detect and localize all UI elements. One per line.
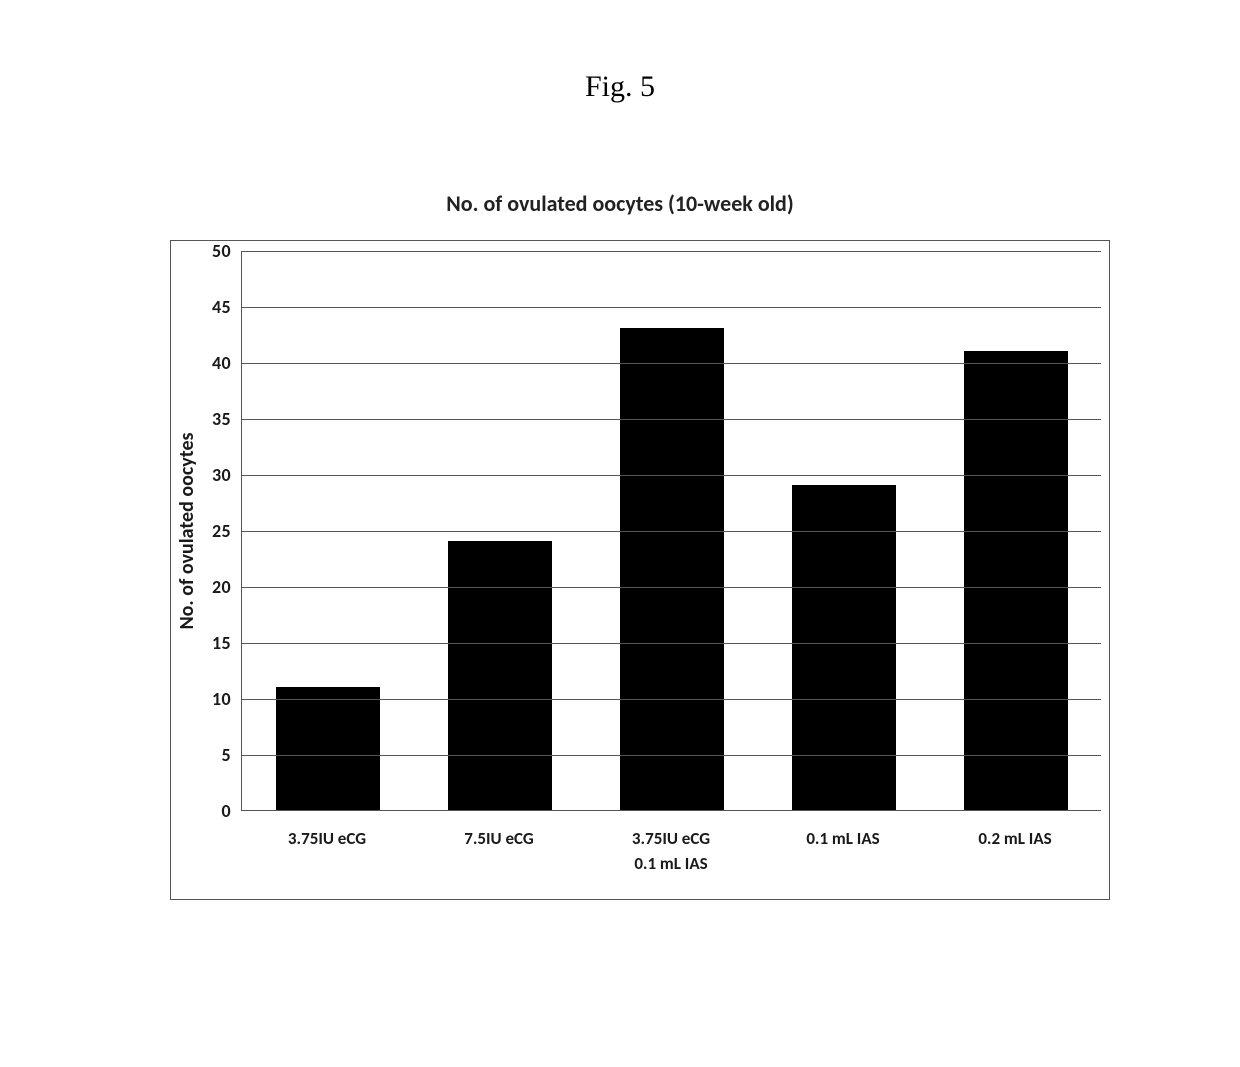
bar: [792, 485, 895, 810]
gridline: [242, 699, 1101, 700]
gridline: [242, 475, 1101, 476]
gridline: [242, 531, 1101, 532]
y-tick-label: 35: [212, 408, 231, 430]
gridline: [242, 587, 1101, 588]
y-tick-label: 40: [212, 352, 231, 374]
gridline: [242, 307, 1101, 308]
y-tick-label: 45: [212, 296, 231, 318]
gridline: [242, 363, 1101, 364]
gridline: [242, 419, 1101, 420]
bar: [448, 541, 551, 810]
x-tick-label: 3.75IU eCG: [288, 827, 366, 852]
y-tick-label: 50: [212, 240, 231, 262]
gridline: [242, 643, 1101, 644]
x-tick-label: 7.5IU eCG: [464, 827, 534, 852]
bar: [620, 328, 723, 810]
page: Fig. 5 No. of ovulated oocytes (10-week …: [0, 0, 1240, 1067]
y-tick-label: 5: [222, 744, 231, 766]
x-tick-label: 0.1 mL IAS: [806, 827, 879, 852]
plot-area: [241, 251, 1101, 811]
bar: [276, 687, 379, 810]
gridline: [242, 251, 1101, 252]
y-tick-label: 20: [212, 576, 231, 598]
y-tick-label: 0: [222, 800, 231, 822]
y-axis-title: No. of ovulated oocytes: [175, 432, 199, 629]
x-tick-label: 3.75IU eCG0.1 mL IAS: [632, 827, 710, 876]
y-tick-label: 10: [212, 688, 231, 710]
y-tick-label: 25: [212, 520, 231, 542]
y-tick-label: 30: [212, 464, 231, 486]
chart-frame: No. of ovulated oocytes 0 5 10 15 20 25 30 35 40…: [170, 240, 1110, 900]
gridline: [242, 755, 1101, 756]
x-tick-label: 0.2 mL IAS: [978, 827, 1051, 852]
figure-caption: Fig. 5: [0, 70, 1240, 104]
y-tick-label: 15: [212, 632, 231, 654]
chart-title: No. of ovulated oocytes (10-week old): [0, 190, 1240, 217]
